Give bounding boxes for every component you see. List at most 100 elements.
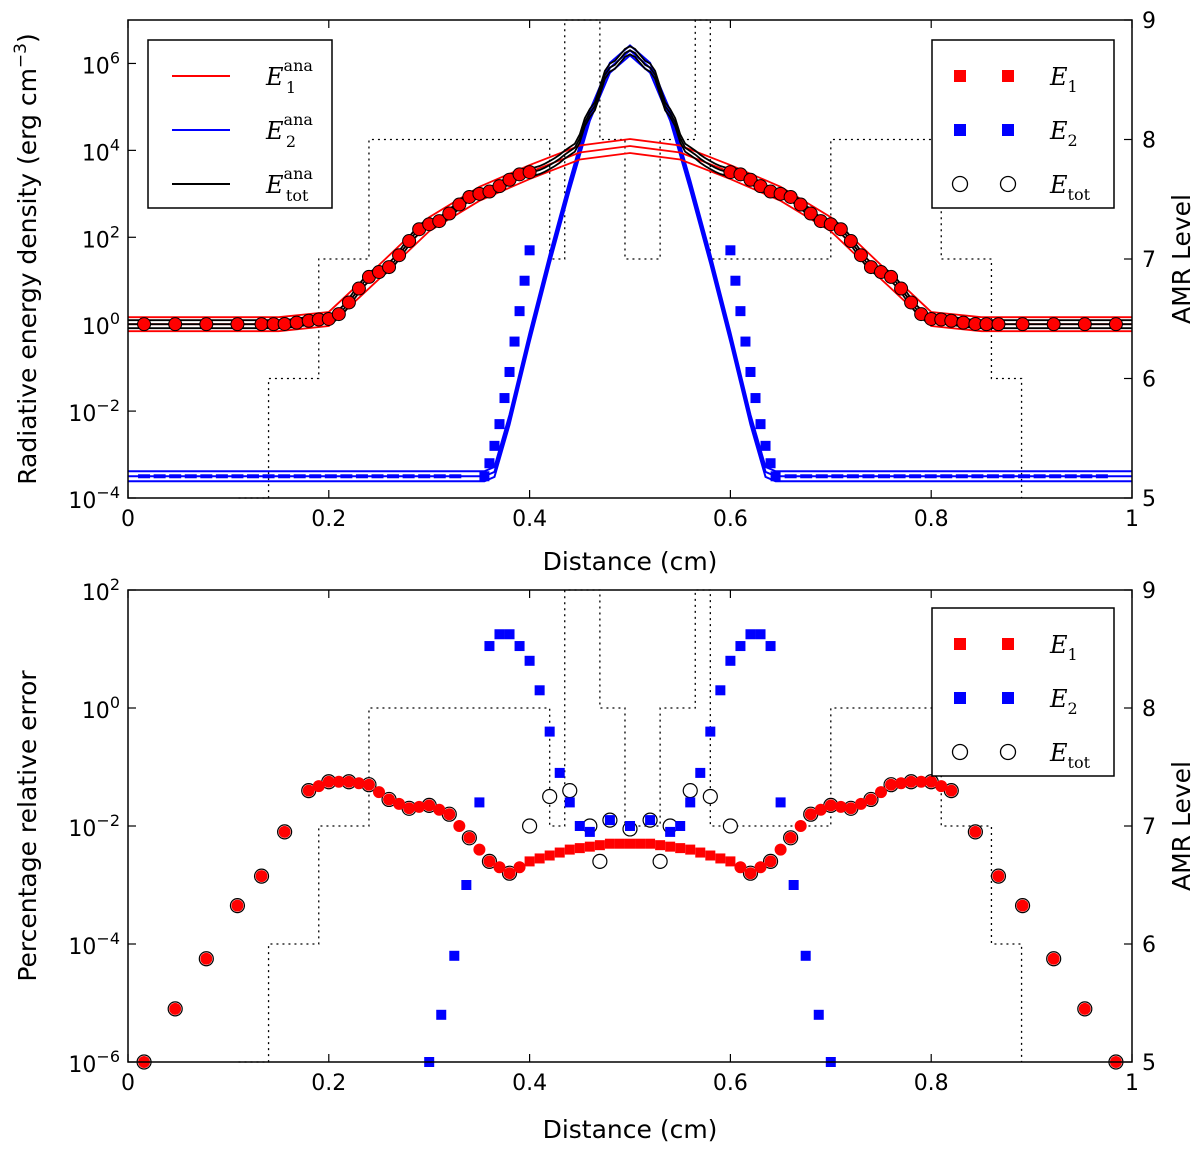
top-e2-floor-marker [293, 474, 306, 479]
bottom-e1-marker [373, 786, 385, 799]
bot-y-tick-label-base: 10 [68, 1053, 96, 1078]
top-e2-floor-marker [355, 474, 368, 479]
bottom-etot-marker [682, 782, 698, 799]
top-right-legend-label-sub: tot [1068, 185, 1091, 204]
top-e2-floor-marker [878, 474, 891, 479]
bottom-e2-marker [665, 826, 676, 837]
top-y2-tick-label: 6 [1142, 368, 1156, 393]
top-etot-marker [351, 281, 366, 296]
bot-x-tick-label: 0 [121, 1071, 135, 1096]
bottom-e1-marker [393, 797, 406, 810]
top-e2-floor-marker [371, 474, 384, 479]
top-right-legend-marker-a-0 [954, 70, 966, 82]
bottom-e1-marker [864, 793, 877, 806]
top-e2-floor-marker [246, 474, 259, 479]
top-e2-floor-marker [846, 474, 859, 479]
top-right-legend-marker-a-1 [954, 124, 966, 136]
top-e2-marker [730, 275, 741, 286]
top-y-tick-label-exp: 0 [110, 309, 120, 328]
bottom-e2-marker [504, 629, 515, 640]
bottom-e2-marker [474, 797, 485, 808]
top-e2-floor-marker [815, 474, 828, 479]
top-e2-floor-marker [955, 474, 968, 479]
bot-y2-tick-label: 6 [1142, 933, 1156, 958]
bottom-etot-marker [722, 818, 739, 834]
top-e2-marker [765, 458, 776, 469]
bottom-e1-marker [915, 775, 928, 788]
bottom-e1-marker [443, 808, 456, 821]
top-x-ticks: 0 0.2 0.4 0.6 0.8 1 [121, 20, 1139, 532]
bottom-e1-marker [764, 855, 777, 868]
top-right-legend-marker-b-2 [999, 175, 1017, 193]
bot-y2-tick-label: 7 [1142, 815, 1156, 840]
top-y-tick-label-exp: −2 [96, 396, 120, 415]
bottom-e1-marker [534, 853, 545, 864]
top-left-legend-label-sub: 2 [286, 132, 296, 151]
top-y-tick-label-exp: 4 [110, 135, 120, 154]
top-left-legend-label-base: E [265, 63, 284, 91]
bottom-etot-marker [521, 818, 538, 834]
top-e2-marker [770, 471, 781, 482]
top-x-tick-label: 0.6 [713, 507, 748, 532]
top-left-legend-label-sub: tot [286, 186, 309, 205]
top-left-legend-label-base: E [265, 171, 284, 199]
bottom-e1-marker [524, 856, 535, 867]
top-e2-floor-marker [418, 474, 431, 479]
top-y-title-exp: −3 [11, 43, 31, 68]
bottom-etot-marker [652, 853, 668, 870]
top-y-tick-label-exp: −4 [96, 483, 120, 502]
bottom-e1-marker [594, 840, 605, 851]
bottom-x-axis-title: Distance (cm) [543, 1115, 718, 1144]
bottom-e1-marker [834, 800, 847, 813]
bottom-e1-marker [493, 861, 506, 874]
top-e2-floor-marker [940, 474, 953, 479]
top-right-legend-label-base: E [1049, 171, 1068, 199]
bot-y-tick-label-exp: −2 [96, 811, 120, 830]
bottom-e1-marker [675, 843, 686, 854]
bot-y2-tick-label: 5 [1142, 1051, 1156, 1076]
bottom-e1-marker [935, 780, 948, 793]
top-etot-marker [230, 317, 245, 332]
top-e2-floor-marker [924, 474, 937, 479]
bottom-e1-marker [473, 843, 486, 856]
bot-y-tick-label: 100 [82, 693, 120, 724]
top-y-tick-label-base: 10 [82, 315, 110, 340]
top-left-legend-label-sup: ana [284, 164, 314, 183]
top-e2-floor-marker [784, 474, 797, 479]
top-left-legend-frame [147, 39, 333, 209]
top-x-tick-label: 1 [1125, 507, 1139, 532]
bottom-e2-marker [705, 726, 716, 737]
top-e2-floor-marker [1095, 474, 1108, 479]
bot-y-tick-label-base: 10 [82, 581, 110, 606]
bottom-e1-marker [725, 856, 736, 867]
bottom-e1-marker [312, 780, 325, 793]
top-e2-marker [750, 393, 761, 404]
top-left-legend-label-sup: ana [284, 56, 314, 75]
top-right-legend-label-base: E [1049, 63, 1068, 91]
bottom-right-legend-label-2: Etot [1049, 739, 1091, 772]
bottom-e1-marker [814, 803, 827, 816]
bottom-e1-marker [625, 838, 635, 849]
bottom-e2-marker [735, 641, 746, 652]
bottom-e1-marker [564, 844, 575, 855]
bottom-e2-marker [604, 815, 615, 826]
bottom-e1-marker [554, 847, 565, 858]
bottom-e1-marker [584, 841, 595, 852]
top-y-tick-label-base: 10 [82, 141, 110, 166]
bottom-e2-marker [564, 797, 575, 808]
bottom-e1-marker [231, 899, 244, 912]
bottom-e2-marker [755, 629, 766, 640]
bottom-e1-marker [362, 778, 375, 791]
bottom-e1-marker [322, 775, 335, 788]
top-e2-marker [504, 366, 515, 377]
top-e2-marker [484, 458, 495, 469]
bottom-e2-marker [494, 629, 505, 640]
bottom-e1-marker [483, 855, 496, 868]
bottom-right-legend-marker-a-0 [954, 638, 966, 650]
bot-x-tick-label: 0.2 [311, 1071, 346, 1096]
bottom-e1-marker [784, 831, 797, 844]
bottom-e1-marker [604, 838, 615, 849]
bottom-e2-marker [449, 950, 460, 961]
top-etot-marker [442, 206, 457, 221]
